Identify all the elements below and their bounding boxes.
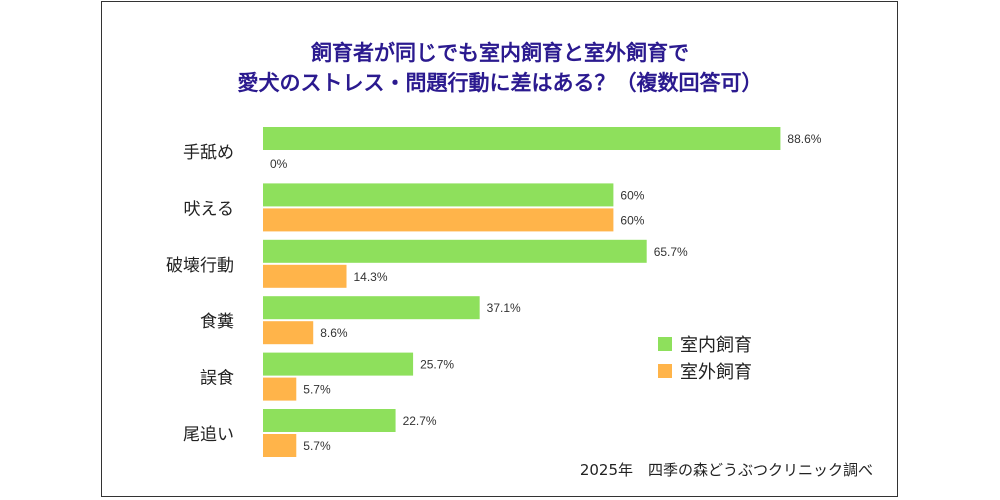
data-label-indoor: 88.6%: [787, 132, 821, 146]
data-label-outdoor: 0%: [270, 157, 288, 171]
bar-outdoor: [263, 208, 614, 232]
title-line-2: 愛犬のストレス・問題行動に差はある？（複数回答可）: [237, 71, 763, 95]
category-label: 吠える: [184, 199, 235, 219]
bar-indoor: [263, 183, 614, 207]
legend-swatch-outdoor: [658, 364, 672, 378]
data-label-outdoor: 5.7%: [303, 383, 331, 397]
category-label: 尾追い: [183, 425, 234, 445]
bar-indoor: [263, 352, 414, 376]
category-label: 誤食: [200, 369, 234, 389]
bar-outdoor: [263, 264, 347, 288]
title-line-1: 飼育者が同じでも室内飼育と室外飼育で: [311, 41, 689, 65]
data-label-indoor: 60%: [620, 188, 644, 202]
data-label-outdoor: 5.7%: [303, 439, 331, 453]
data-label-outdoor: 14.3%: [354, 270, 388, 284]
data-label-indoor: 65.7%: [654, 245, 688, 259]
bar-indoor: [263, 239, 647, 263]
data-label-indoor: 22.7%: [403, 414, 437, 428]
chart-title: 飼育者が同じでも室内飼育と室外飼育で 愛犬のストレス・問題行動に差はある？（複数…: [100, 38, 900, 98]
legend-label-indoor: 室内飼育: [680, 335, 752, 356]
bar-outdoor: [263, 321, 314, 345]
data-label-indoor: 25.7%: [420, 358, 454, 372]
data-label-outdoor: 60%: [620, 213, 644, 227]
category-label: 手舐め: [183, 143, 234, 163]
bar-outdoor: [263, 377, 297, 401]
source-note: 2025年 四季の森どうぶつクリニック調べ: [579, 461, 873, 479]
legend-label-outdoor: 室外飼育: [680, 362, 752, 383]
bar-indoor: [263, 296, 480, 320]
bar-indoor: [263, 409, 396, 432]
category-label: 食糞: [200, 312, 234, 332]
data-label-indoor: 37.1%: [487, 301, 521, 315]
category-label: 破壊行動: [166, 256, 234, 276]
legend-swatch-indoor: [658, 337, 672, 351]
bar-indoor: [263, 127, 781, 150]
data-label-outdoor: 8.6%: [320, 326, 348, 340]
bar-outdoor: [263, 434, 297, 457]
